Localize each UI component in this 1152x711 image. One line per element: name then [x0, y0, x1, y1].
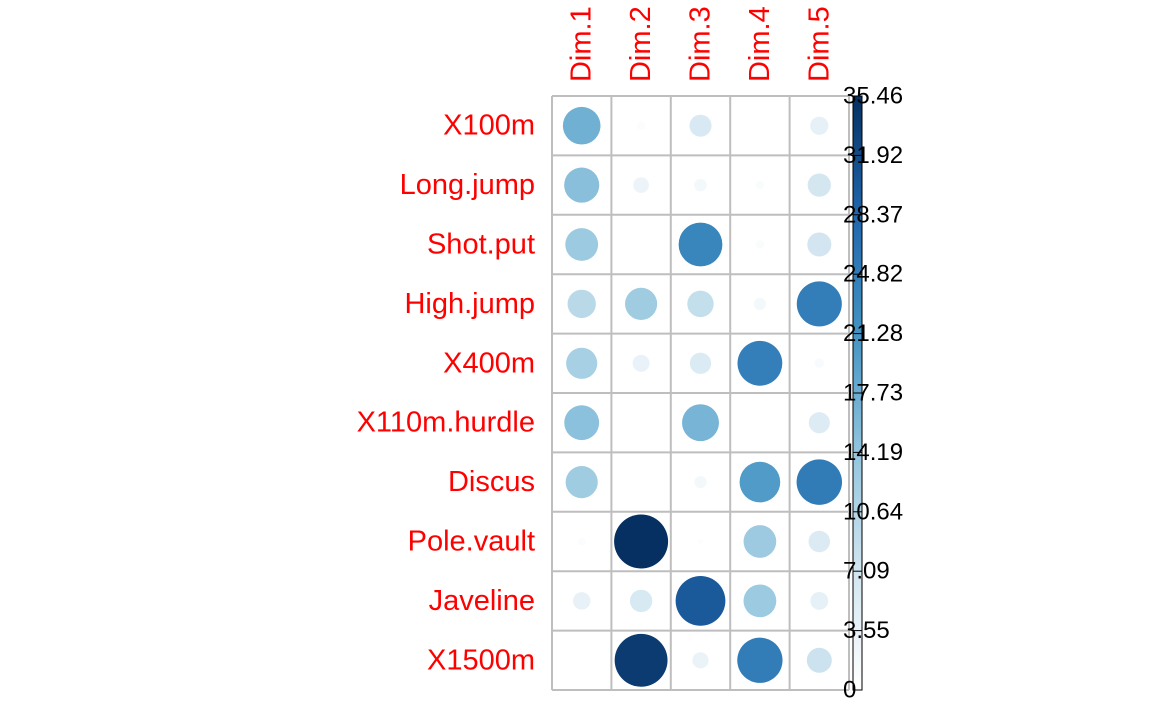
cell-circle: [697, 538, 704, 545]
row-label: X400m: [443, 347, 535, 379]
legend-tick-label: 0: [843, 677, 856, 704]
cell-circle: [614, 514, 669, 569]
cell-circle: [694, 476, 707, 489]
row-label: Shot.put: [427, 229, 535, 261]
cell-circle: [564, 167, 600, 203]
cell-circle: [807, 173, 831, 197]
column-label: Dim.5: [803, 6, 835, 82]
cell-circle: [694, 178, 707, 192]
cell-circle: [807, 232, 832, 257]
cell-circle: [689, 352, 712, 374]
cell-circle: [564, 405, 600, 441]
cell-circle: [737, 637, 783, 683]
cell-circle: [562, 106, 601, 145]
cell-circle: [637, 121, 646, 130]
row-label: Pole.vault: [408, 526, 535, 558]
cell-circle: [625, 287, 658, 320]
column-labels: Dim.1 Dim.2 Dim.3 Dim.4 Dim.5: [566, 6, 836, 82]
cell-circle: [682, 404, 719, 442]
cell-circle: [566, 347, 598, 379]
cell-circle: [572, 592, 591, 610]
cell-circle: [689, 114, 712, 137]
cell-circle: [577, 537, 586, 546]
circles: [562, 106, 843, 687]
row-label: High.jump: [404, 288, 535, 320]
cell-circle: [806, 647, 832, 673]
column-label: Dim.1: [566, 6, 598, 82]
row-label: X100m: [443, 110, 535, 142]
cell-circle: [755, 240, 765, 249]
cell-circle: [796, 281, 842, 327]
column-label: Dim.2: [625, 6, 657, 82]
cell-circle: [810, 591, 829, 610]
cell-circle: [614, 633, 668, 687]
row-label: Long.jump: [400, 169, 535, 201]
cell-circle: [737, 340, 783, 386]
cell-circle: [810, 116, 829, 135]
cell-circle: [633, 177, 649, 193]
cell-circle: [675, 576, 726, 626]
column-label: Dim.4: [744, 6, 776, 82]
legend-tick-label: 21.28: [843, 320, 903, 347]
legend-tick-label: 10.64: [843, 498, 903, 525]
legend-tick-label: 31.92: [843, 142, 903, 169]
row-label: Javeline: [429, 585, 535, 617]
row-label: X110m.hurdle: [357, 407, 535, 439]
legend-tick-label: 17.73: [843, 380, 903, 407]
cell-circle: [808, 530, 831, 553]
legend-ticks: 0 3.55 7.09 10.64 14.19 17.73 21.28 24.82 28.37 3…: [843, 83, 903, 704]
cell-circle: [739, 461, 781, 503]
legend-tick-label: 35.46: [843, 83, 903, 110]
cell-circle: [808, 412, 830, 434]
legend-tick-label: 24.82: [843, 261, 903, 288]
row-label: Discus: [448, 466, 535, 498]
row-labels: X100m Long.jump Shot.put High.jump X400m X110…: [357, 110, 535, 677]
cell-circle: [755, 180, 765, 190]
cell-circle: [629, 589, 653, 613]
color-legend: 0 3.55 7.09 10.64 14.19 17.73 21.28 24.82 28.37 3…: [843, 83, 903, 704]
grid: [551, 95, 850, 691]
cell-circle: [692, 652, 709, 669]
cell-circle: [678, 222, 723, 267]
column-label: Dim.3: [685, 6, 717, 82]
legend-tick-label: 28.37: [843, 201, 903, 228]
cell-circle: [632, 354, 650, 372]
legend-tick-label: 14.19: [843, 439, 903, 466]
cell-circle: [639, 243, 643, 246]
legend-tick-label: 7.09: [843, 558, 890, 585]
cell-circle: [753, 297, 766, 310]
cell-circle: [565, 466, 598, 499]
legend-tick-label: 3.55: [843, 617, 890, 644]
cell-circle: [687, 290, 714, 318]
cell-circle: [565, 228, 599, 261]
cell-circle: [796, 459, 843, 505]
row-label: X1500m: [427, 644, 535, 676]
cell-circle: [743, 525, 777, 558]
cell-circle: [567, 289, 596, 319]
cell-circle: [743, 584, 777, 618]
cell-circle: [814, 358, 825, 369]
